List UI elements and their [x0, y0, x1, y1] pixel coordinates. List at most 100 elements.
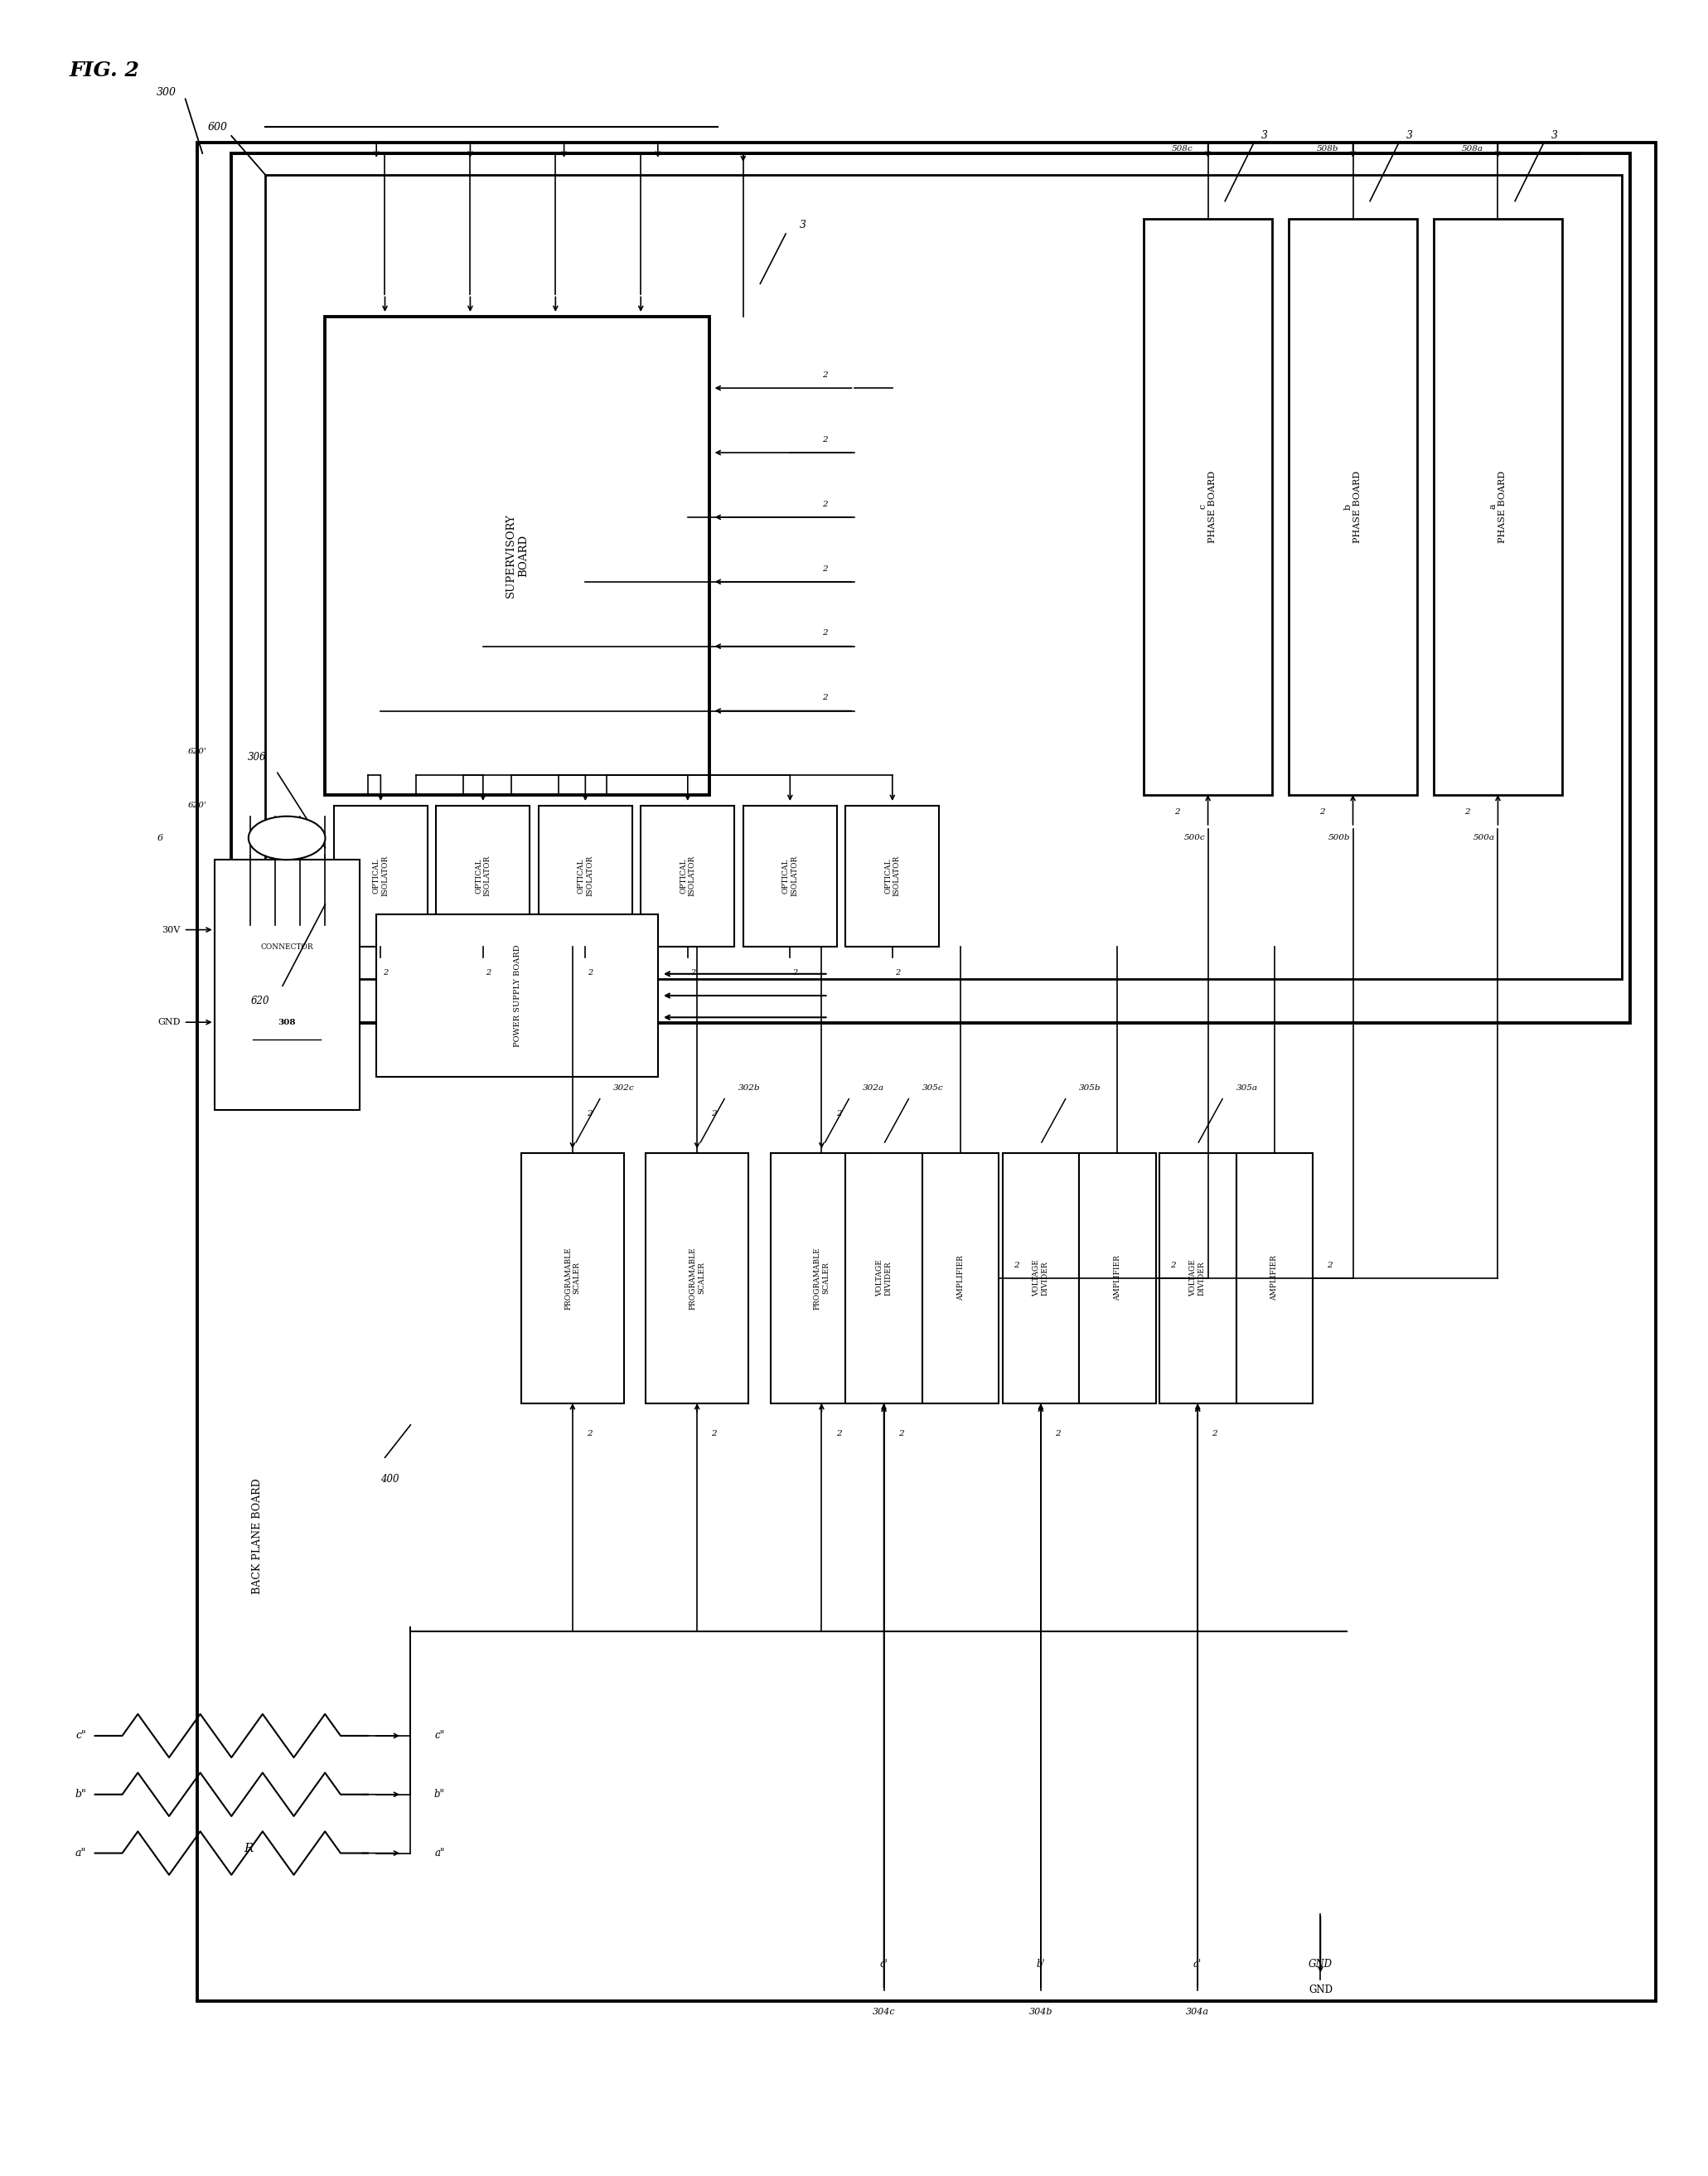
Bar — [1160, 1153, 1237, 1404]
Text: VOLTAGE
DIVIDER: VOLTAGE DIVIDER — [876, 1260, 892, 1297]
Text: GND: GND — [1308, 1958, 1332, 1969]
Text: 2: 2 — [822, 435, 828, 444]
Text: 305c: 305c — [922, 1084, 943, 1092]
Text: GND: GND — [1308, 1985, 1332, 1995]
Text: 302b: 302b — [738, 1084, 760, 1092]
Bar — [1079, 1153, 1156, 1404]
Text: 305b: 305b — [1079, 1084, 1102, 1092]
Text: 2: 2 — [822, 500, 828, 507]
Text: 2: 2 — [485, 968, 490, 977]
Text: 2: 2 — [822, 694, 828, 701]
Text: POWER SUPPLY BOARD: POWER SUPPLY BOARD — [514, 944, 521, 1047]
Text: 30V: 30V — [162, 925, 181, 934]
Text: VOLTAGE
DIVIDER: VOLTAGE DIVIDER — [1033, 1260, 1049, 1297]
Text: 400: 400 — [381, 1473, 400, 1484]
Text: a': a' — [1194, 1958, 1202, 1969]
Text: AMPLIFIER: AMPLIFIER — [1114, 1256, 1120, 1301]
Text: 2: 2 — [1013, 1262, 1018, 1269]
Text: 304c: 304c — [873, 2008, 895, 2015]
Text: 508c: 508c — [1172, 146, 1192, 152]
Text: 2: 2 — [1320, 807, 1325, 816]
Bar — [521, 1153, 623, 1404]
Text: 2: 2 — [835, 1430, 842, 1438]
Text: OPTICAL
ISOLATOR: OPTICAL ISOLATOR — [372, 855, 389, 897]
Text: b
PHASE BOARD: b PHASE BOARD — [1344, 470, 1361, 542]
Text: 3: 3 — [799, 220, 806, 231]
Text: PROGRAMABLE
SCALER: PROGRAMABLE SCALER — [565, 1247, 581, 1310]
Text: 2: 2 — [793, 968, 798, 977]
Text: AMPLIFIER: AMPLIFIER — [1271, 1256, 1278, 1301]
Bar — [1144, 218, 1272, 794]
Bar — [1290, 218, 1418, 794]
Bar — [845, 805, 939, 947]
Text: PROGRAMABLE
SCALER: PROGRAMABLE SCALER — [688, 1247, 705, 1310]
Text: R: R — [244, 1843, 253, 1854]
Text: 2: 2 — [712, 1110, 717, 1118]
Bar — [231, 152, 1629, 1023]
Text: 600: 600 — [208, 122, 227, 133]
Text: a
PHASE BOARD: a PHASE BOARD — [1489, 470, 1506, 542]
Bar — [770, 1153, 873, 1404]
Text: 620': 620' — [188, 746, 207, 755]
Text: 3: 3 — [1551, 131, 1558, 141]
Bar — [743, 805, 837, 947]
Text: c
PHASE BOARD: c PHASE BOARD — [1199, 470, 1216, 542]
Text: 302c: 302c — [613, 1084, 635, 1092]
Bar — [436, 805, 529, 947]
Text: c": c" — [75, 1730, 87, 1741]
Text: 3: 3 — [1261, 131, 1267, 141]
Text: 2: 2 — [588, 968, 593, 977]
Text: 304a: 304a — [1185, 2008, 1209, 2015]
Text: 306: 306 — [248, 753, 266, 764]
Text: PROGRAMABLE
SCALER: PROGRAMABLE SCALER — [813, 1247, 830, 1310]
Text: a": a" — [434, 1847, 444, 1858]
Text: 500a: 500a — [1474, 833, 1494, 842]
Text: 2: 2 — [383, 968, 388, 977]
Text: 2: 2 — [1464, 807, 1471, 816]
Text: AMPLIFIER: AMPLIFIER — [956, 1256, 965, 1301]
Bar — [325, 316, 709, 794]
Text: 500b: 500b — [1329, 833, 1351, 842]
Text: VOLTAGE
DIVIDER: VOLTAGE DIVIDER — [1190, 1260, 1206, 1297]
Text: 2: 2 — [1175, 807, 1180, 816]
Text: OPTICAL
ISOLATOR: OPTICAL ISOLATOR — [782, 855, 798, 897]
Text: 2: 2 — [822, 629, 828, 638]
Bar — [640, 805, 734, 947]
Text: FIG. 2: FIG. 2 — [70, 61, 140, 81]
Text: 508a: 508a — [1462, 146, 1483, 152]
Text: 304b: 304b — [1028, 2008, 1052, 2015]
Text: 2: 2 — [588, 1110, 593, 1118]
Text: 6: 6 — [157, 833, 162, 842]
Text: b": b" — [434, 1789, 444, 1800]
Text: 2: 2 — [898, 1430, 904, 1438]
Text: 300: 300 — [157, 87, 176, 98]
Text: OPTICAL
ISOLATOR: OPTICAL ISOLATOR — [885, 855, 900, 897]
Bar — [376, 914, 658, 1077]
Text: 308: 308 — [278, 1018, 295, 1025]
Text: 2: 2 — [822, 566, 828, 572]
Text: OPTICAL
ISOLATOR: OPTICAL ISOLATOR — [577, 855, 593, 897]
Text: 2: 2 — [835, 1110, 842, 1118]
Text: 620: 620 — [251, 997, 270, 1007]
Text: 2: 2 — [1327, 1262, 1332, 1269]
Bar — [1435, 218, 1561, 794]
Bar — [198, 141, 1655, 2002]
Text: 3: 3 — [1406, 131, 1413, 141]
Bar — [215, 860, 359, 1110]
Text: OPTICAL
ISOLATOR: OPTICAL ISOLATOR — [475, 855, 490, 897]
Text: OPTICAL
ISOLATOR: OPTICAL ISOLATOR — [680, 855, 695, 897]
Text: SUPERVISORY
BOARD: SUPERVISORY BOARD — [506, 514, 529, 598]
Text: 2: 2 — [712, 1430, 717, 1438]
Text: 2: 2 — [690, 968, 695, 977]
Text: 620': 620' — [188, 801, 207, 809]
Text: 2: 2 — [1170, 1262, 1175, 1269]
Text: 2: 2 — [822, 372, 828, 379]
Text: a": a" — [75, 1847, 87, 1858]
Ellipse shape — [248, 816, 325, 860]
Bar — [538, 805, 632, 947]
Bar — [845, 1153, 922, 1404]
Bar — [646, 1153, 748, 1404]
Text: 2: 2 — [895, 968, 900, 977]
Text: BACK PLANE BOARD: BACK PLANE BOARD — [251, 1478, 263, 1595]
Text: CONNECTOR: CONNECTOR — [261, 944, 313, 951]
